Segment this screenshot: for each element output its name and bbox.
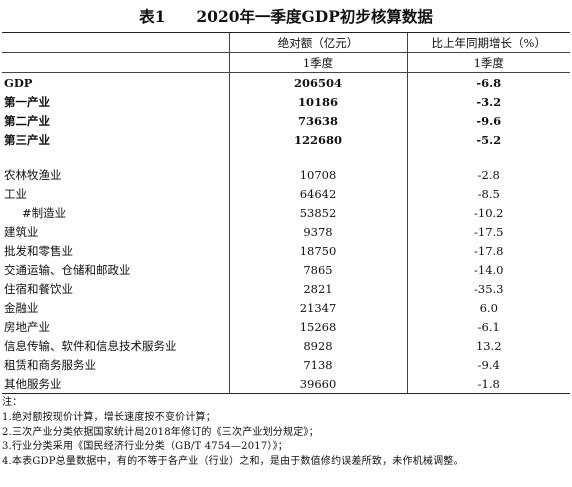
row-label: 金融业: [4, 300, 39, 315]
row-value: 15268: [228, 317, 407, 336]
row-growth: -9.6: [406, 111, 570, 130]
subheader-blank: [2, 52, 229, 73]
row-label: #制造业: [22, 205, 67, 220]
table-row: 其他服务业 39660 -1.8: [2, 374, 570, 394]
header-blank: [2, 32, 229, 53]
footnote-line: 3.行业分类采用《国民经济行业分类（GB/T 4754—2017）》；: [2, 441, 288, 453]
row-growth: -6.8: [406, 72, 570, 92]
row-growth: 13.2: [406, 336, 570, 355]
table-row: 房地产业 15268 -6.1: [2, 317, 570, 336]
table-row: 农林牧渔业 10708 -2.8: [2, 165, 570, 184]
header-row: 绝对额（亿元） 比上年同期增长（%）: [2, 32, 570, 53]
subheader-quarter-growth: 1季度: [406, 52, 570, 73]
row-value: 39660: [228, 374, 407, 394]
subheader-quarter-value: 1季度: [228, 52, 407, 73]
footnote-line: 2.三次产业分类依据国家统计局2018年修订的《三次产业划分规定》；: [2, 426, 319, 438]
table-row: 工业 64642 -8.5: [2, 184, 570, 203]
header-growth-rate: 比上年同期增长（%）: [406, 32, 570, 53]
row-label: 第一产业: [4, 94, 50, 109]
table-row: 批发和零售业 18750 -17.8: [2, 241, 570, 260]
row-value: 21347: [228, 298, 407, 317]
table-row: #制造业 53852 -10.2: [2, 203, 570, 222]
row-growth: -6.1: [406, 317, 570, 336]
table-row: 第一产业 10186 -3.2: [2, 92, 570, 111]
row-growth: -2.8: [406, 165, 570, 184]
row-growth: -14.0: [406, 260, 570, 279]
row-growth: -1.8: [406, 374, 570, 394]
row-growth: -17.8: [406, 241, 570, 260]
row-value: 206504: [228, 72, 407, 92]
row-value: 10708: [228, 165, 407, 184]
table-row: 金融业 21347 6.0: [2, 298, 570, 317]
table-row: GDP 206504 -6.8: [2, 72, 570, 92]
row-label: 建筑业: [4, 224, 39, 239]
row-growth: [406, 149, 570, 165]
row-value: 7865: [228, 260, 407, 279]
row-label: 房地产业: [4, 319, 50, 334]
table-row: 建筑业 9378 -17.5: [2, 222, 570, 241]
row-label: 批发和零售业: [4, 243, 73, 258]
row-label: 其他服务业: [2, 374, 229, 394]
footnote-line: 1.绝对额按现价计算，增长速度按不变价计算；: [2, 411, 216, 423]
row-label: 信息传输、软件和信息技术服务业: [4, 338, 177, 353]
table-row: 第三产业 122680 -5.2: [2, 130, 570, 149]
row-label: 交通运输、仓储和邮政业: [4, 262, 131, 277]
spacer-row: [2, 149, 570, 165]
row-growth: 6.0: [406, 298, 570, 317]
row-growth: -17.5: [406, 222, 570, 241]
row-growth: -10.2: [406, 203, 570, 222]
table-row: 交通运输、仓储和邮政业 7865 -14.0: [2, 260, 570, 279]
row-growth: -8.5: [406, 184, 570, 203]
subheader-row: 1季度 1季度: [2, 52, 570, 73]
row-value: [228, 149, 407, 165]
row-label: GDP: [4, 75, 33, 90]
row-label: [2, 149, 229, 165]
row-value: 7138: [228, 355, 407, 374]
row-value: 122680: [228, 130, 407, 149]
row-label: 租赁和商务服务业: [4, 357, 96, 372]
row-label: 第三产业: [4, 132, 50, 147]
table-row: 第二产业 73638 -9.6: [2, 111, 570, 130]
table-row: 信息传输、软件和信息技术服务业 8928 13.2: [2, 336, 570, 355]
table-row: 住宿和餐饮业 2821 -35.3: [2, 279, 570, 298]
row-value: 64642: [228, 184, 407, 203]
row-label: 住宿和餐饮业: [4, 281, 73, 296]
row-value: 9378: [228, 222, 407, 241]
header-absolute-value: 绝对额（亿元）: [228, 32, 407, 53]
row-value: 53852: [228, 203, 407, 222]
row-value: 2821: [228, 279, 407, 298]
footnote-line: 4.本表GDP总量数据中，有的不等于各产业（行业）之和，是由于数值修约误差所致，…: [2, 456, 464, 468]
footnotes: 注： 1.绝对额按现价计算，增长速度按不变价计算； 2.三次产业分类依据国家统计局2…: [2, 396, 572, 470]
row-value: 8928: [228, 336, 407, 355]
row-value: 18750: [228, 241, 407, 260]
row-label: 工业: [4, 186, 27, 201]
gdp-table: 绝对额（亿元） 比上年同期增长（%） 1季度 1季度 GDP 206504 -6.8…: [2, 32, 570, 394]
table-title: 表1 2020年一季度GDP初步核算数据: [139, 7, 433, 26]
footnote-line: 注：: [2, 397, 23, 408]
row-growth: -9.4: [406, 355, 570, 374]
row-growth: -3.2: [406, 92, 570, 111]
row-value: 10186: [228, 92, 407, 111]
table-row: 租赁和商务服务业 7138 -9.4: [2, 355, 570, 374]
row-label: 农林牧渔业: [4, 167, 62, 182]
row-value: 73638: [228, 111, 407, 130]
row-label: 第二产业: [4, 113, 50, 128]
row-growth: -35.3: [406, 279, 570, 298]
row-growth: -5.2: [406, 130, 570, 149]
